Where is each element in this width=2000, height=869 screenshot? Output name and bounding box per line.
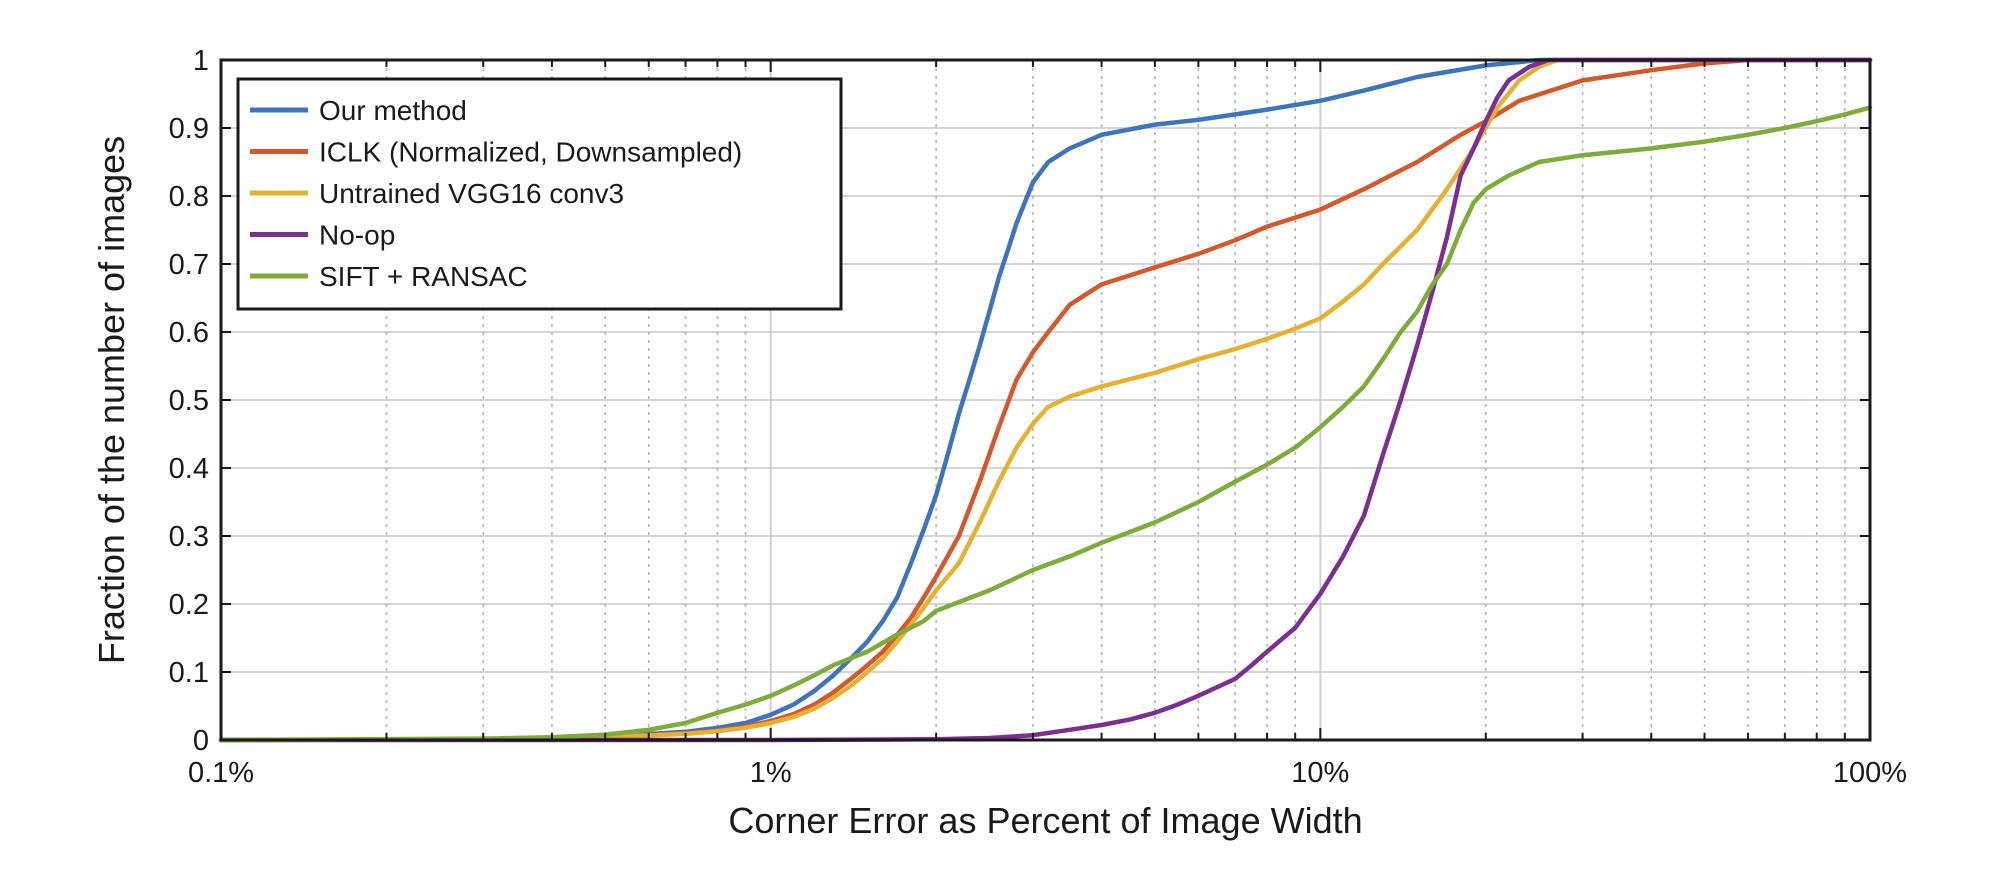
y-tick-label-9: 0.9 bbox=[169, 113, 209, 145]
series-line-1 bbox=[218, 57, 1873, 743]
x-tick-label-3: 100% bbox=[1833, 757, 1907, 789]
axis-ticks bbox=[221, 59, 1870, 741]
series-layer bbox=[218, 57, 1873, 743]
legend-label-0: Our method bbox=[319, 95, 467, 126]
tick-labels: 0.1% 1% 10% 100% 0 0.1 0.2 0.3 0.4 0.5 0.6 0.7 0.8 0.… bbox=[169, 45, 1907, 789]
y-tick-label-8: 0.8 bbox=[169, 181, 209, 213]
series-line-4 bbox=[218, 105, 1873, 743]
x-tick-label-1: 1% bbox=[750, 757, 792, 789]
legend: Our method ICLK (Normalized, Downsampled)… bbox=[236, 77, 843, 311]
legend-box bbox=[236, 77, 843, 311]
series-line-3 bbox=[218, 57, 1873, 743]
y-tick-label-10: 1 bbox=[193, 45, 209, 77]
x-tick-label-2: 10% bbox=[1291, 757, 1349, 789]
legend-label-1: ICLK (Normalized, Downsampled) bbox=[319, 137, 742, 168]
y-tick-label-4: 0.4 bbox=[169, 453, 209, 485]
x-axis-title: Corner Error as Percent of Image Width bbox=[728, 800, 1362, 841]
y-tick-label-5: 0.5 bbox=[169, 385, 209, 417]
y-tick-label-1: 0.1 bbox=[169, 657, 209, 689]
y-tick-label-0: 0 bbox=[193, 725, 209, 757]
series-line-2 bbox=[218, 57, 1873, 743]
y-tick-label-7: 0.7 bbox=[169, 249, 209, 281]
x-tick-label-0: 0.1% bbox=[188, 757, 254, 789]
legend-label-2: Untrained VGG16 conv3 bbox=[319, 178, 624, 209]
y-tick-label-2: 0.2 bbox=[169, 589, 209, 621]
y-axis-title: Fraction of the number of images bbox=[91, 136, 132, 664]
y-tick-label-6: 0.6 bbox=[169, 317, 209, 349]
legend-label-3: No-op bbox=[319, 220, 395, 251]
y-tick-label-3: 0.3 bbox=[169, 521, 209, 553]
legend-label-4: SIFT + RANSAC bbox=[319, 261, 528, 292]
series-line-0 bbox=[218, 57, 1873, 743]
